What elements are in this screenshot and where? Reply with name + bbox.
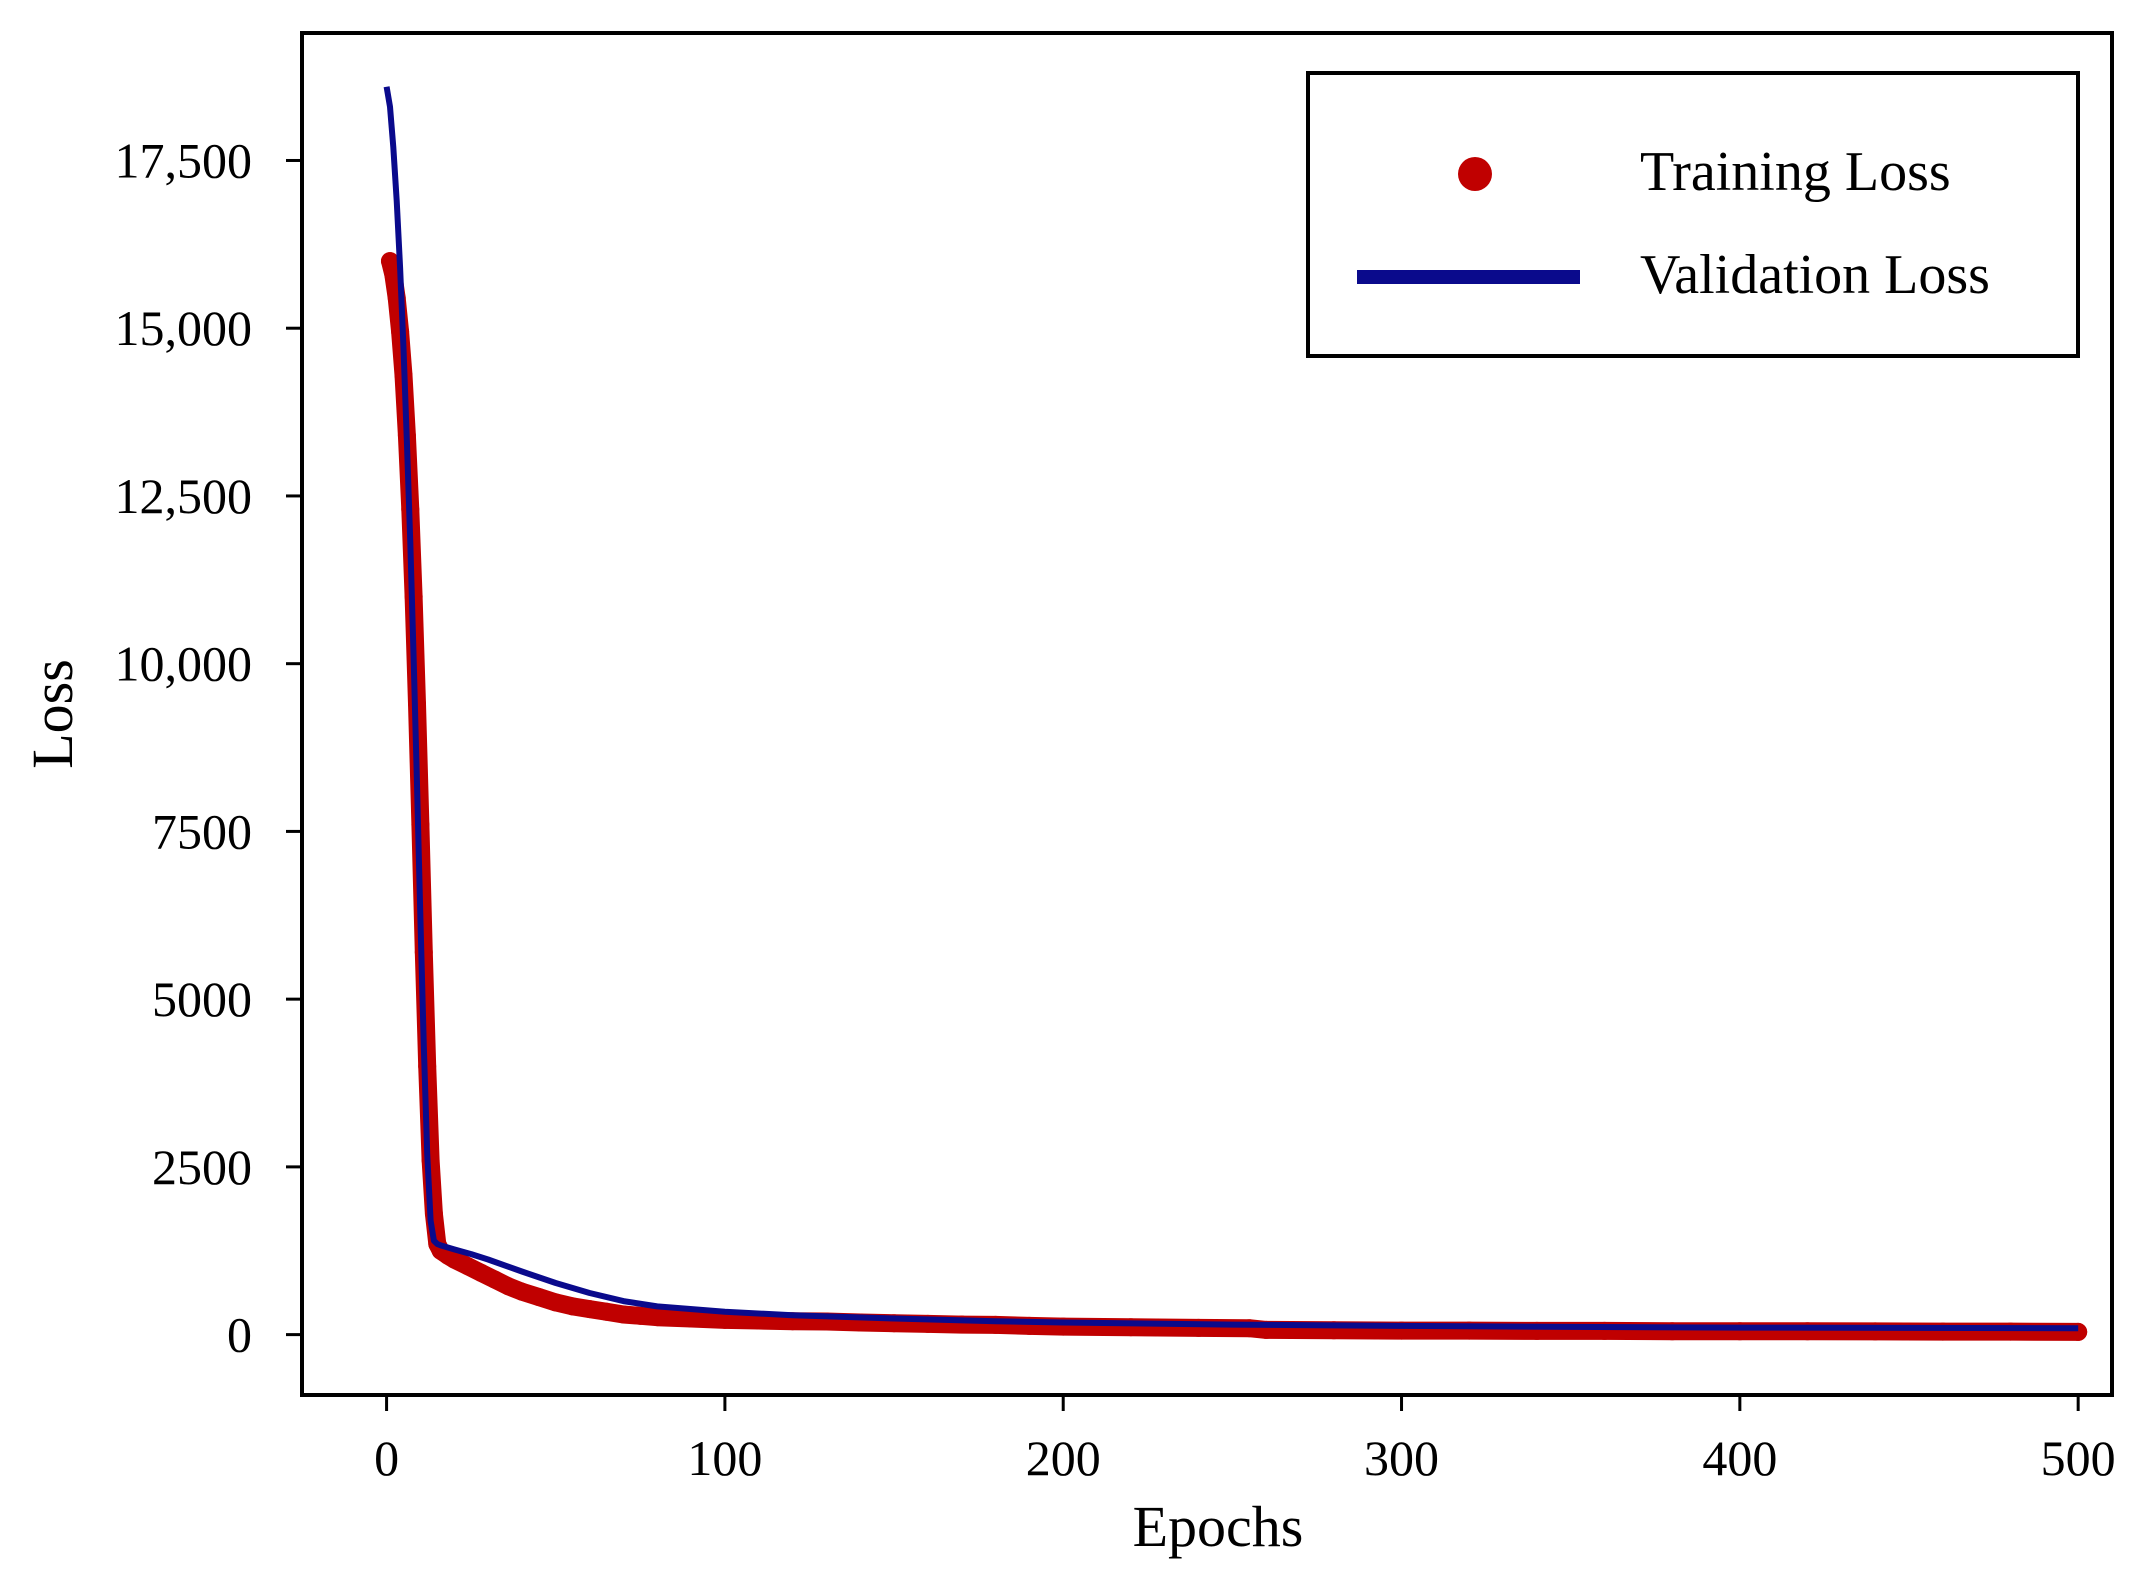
y-axis-ticks: 0 2500 5000 7500 10,000 12,500 15,000 17,500 <box>115 132 302 1363</box>
y-tick-label: 0 <box>227 1307 252 1363</box>
y-tick-label: 15,000 <box>115 300 253 356</box>
training-loss-point <box>597 1302 616 1321</box>
training-loss-point <box>546 1293 565 1312</box>
x-axis-title: Epochs <box>1133 1494 1304 1559</box>
y-tick-label: 17,500 <box>115 132 253 188</box>
x-tick-label: 300 <box>1364 1430 1439 1486</box>
x-axis-ticks: 0 100 200 300 400 500 <box>374 1395 2116 1486</box>
x-tick-label: 100 <box>687 1430 762 1486</box>
y-tick-label: 10,000 <box>115 636 253 692</box>
y-tick-label: 7500 <box>152 803 252 859</box>
legend-label-training-loss: Training Loss <box>1640 141 1951 203</box>
training-loss-point <box>563 1297 582 1316</box>
training-loss-point <box>580 1300 599 1319</box>
legend-label-validation-loss: Validation Loss <box>1640 244 1990 306</box>
plot-area-frame <box>300 31 2114 1397</box>
training-loss-point <box>445 1250 464 1269</box>
training-loss-point <box>458 1257 477 1276</box>
x-tick-label: 0 <box>374 1430 399 1486</box>
training-loss-point <box>631 1306 650 1325</box>
y-tick-label: 12,500 <box>115 468 253 524</box>
legend: Training Loss Validation Loss <box>1306 71 2080 358</box>
validation-loss-line <box>383 86 2079 1332</box>
training-loss-point <box>529 1288 548 1307</box>
legend-marker-training-loss <box>1458 157 1492 191</box>
training-loss-point <box>472 1263 491 1282</box>
training-loss-point <box>648 1308 667 1327</box>
series-layer <box>380 86 2088 1341</box>
training-loss-point <box>512 1282 531 1301</box>
x-tick-label: 500 <box>2041 1430 2116 1486</box>
training-loss-point <box>715 1310 734 1329</box>
training-loss-point <box>614 1305 633 1324</box>
training-loss-point <box>682 1309 701 1328</box>
y-tick-label: 5000 <box>152 971 252 1027</box>
x-tick-label: 400 <box>1702 1430 1777 1486</box>
training-loss-point <box>499 1277 518 1296</box>
legend-box <box>1306 71 2080 358</box>
x-tick-label: 200 <box>1026 1430 1101 1486</box>
training-loss-point <box>485 1270 504 1289</box>
y-axis-title: Loss <box>20 659 85 769</box>
y-tick-label: 2500 <box>152 1139 252 1195</box>
